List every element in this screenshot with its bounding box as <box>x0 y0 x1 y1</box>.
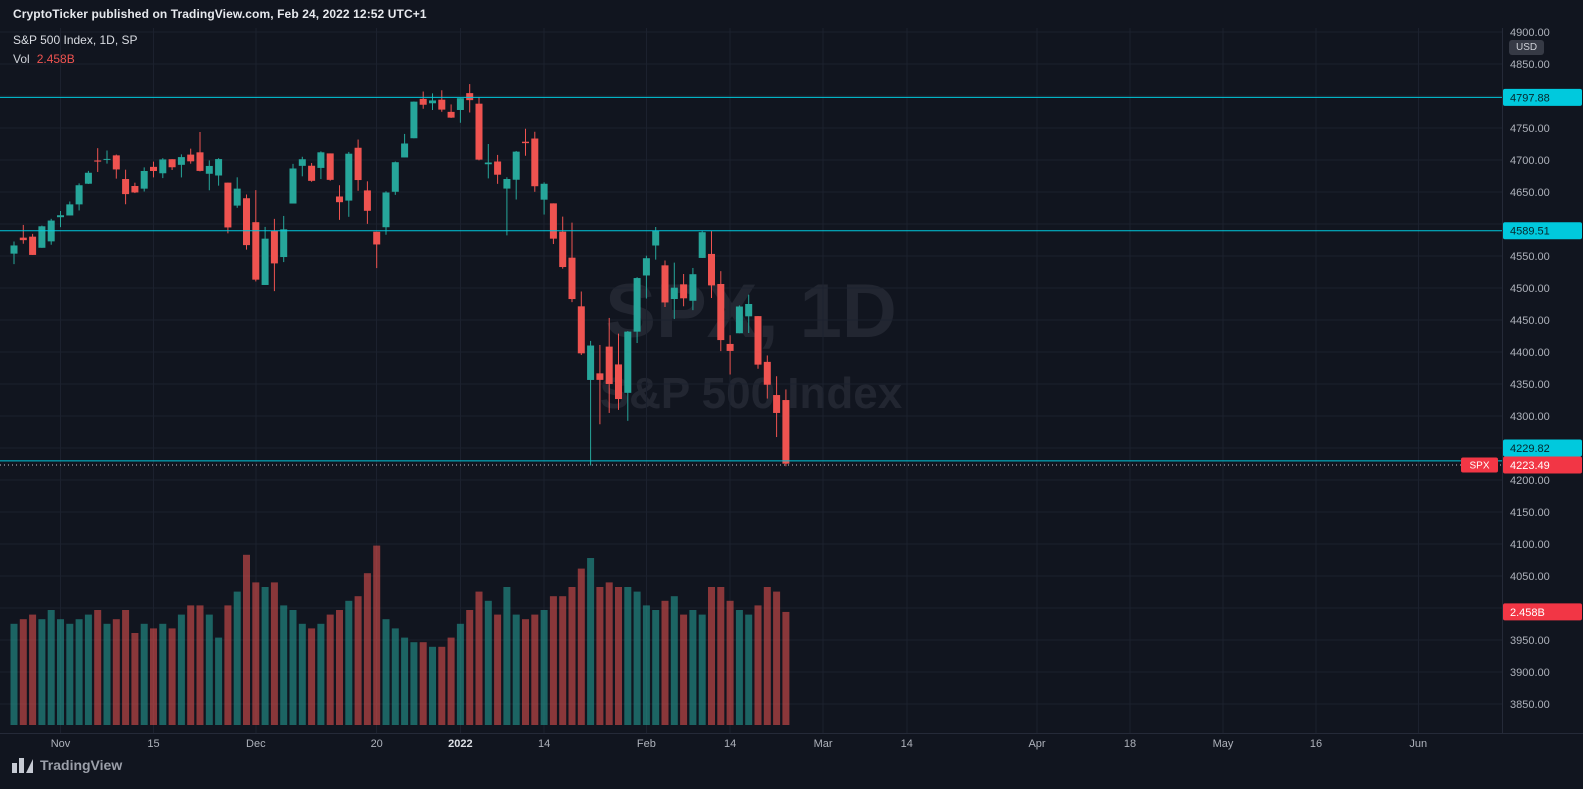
svg-text:4300.00: 4300.00 <box>1510 411 1550 423</box>
svg-text:16: 16 <box>1310 738 1322 750</box>
svg-text:Mar: Mar <box>814 738 833 750</box>
svg-text:4450.00: 4450.00 <box>1510 315 1550 327</box>
svg-text:2.458B: 2.458B <box>1510 607 1545 619</box>
level-price-label: 4229.82 <box>1503 439 1582 457</box>
level-price-label: 4589.51 <box>1503 222 1582 240</box>
svg-text:15: 15 <box>147 738 159 750</box>
svg-text:4900.00: 4900.00 <box>1510 27 1550 39</box>
svg-text:4589.51: 4589.51 <box>1510 226 1550 238</box>
svg-text:Apr: Apr <box>1028 738 1045 750</box>
svg-text:4400.00: 4400.00 <box>1510 347 1550 359</box>
attribution-bar: CryptoTicker published on TradingView.co… <box>0 0 1583 34</box>
svg-text:18: 18 <box>1124 738 1136 750</box>
volume-label: Vol <box>13 52 30 66</box>
tradingview-logo-icon[interactable] <box>12 757 33 773</box>
svg-text:4550.00: 4550.00 <box>1510 251 1550 263</box>
svg-text:14: 14 <box>538 738 550 750</box>
symbol-price-tag: SPX <box>1461 457 1498 473</box>
svg-text:3900.00: 3900.00 <box>1510 667 1550 679</box>
svg-text:4200.00: 4200.00 <box>1510 475 1550 487</box>
footer-bar: TradingView <box>12 757 122 773</box>
tradingview-brand[interactable]: TradingView <box>40 757 123 773</box>
volume-axis-label: 2.458B <box>1503 603 1582 621</box>
chart-legend: S&P 500 Index, 1D, SP Vol 2.458B <box>13 33 138 66</box>
candlesticks <box>10 84 790 467</box>
svg-text:Jun: Jun <box>1409 738 1427 750</box>
support-resistance-lines[interactable] <box>0 96 1502 462</box>
grid-lines <box>0 28 1502 733</box>
volume-bars <box>10 545 790 725</box>
time-axis[interactable]: Nov 15 Dec 20 2022 14 Feb 14 Mar 14 Apr 18 May 16 Jun <box>51 738 1427 750</box>
svg-text:4650.00: 4650.00 <box>1510 187 1550 199</box>
svg-text:14: 14 <box>901 738 913 750</box>
chart-watermark: SPX, 1D S&P 500 Index <box>0 268 1502 419</box>
svg-text:May: May <box>1213 738 1234 750</box>
svg-text:Feb: Feb <box>637 738 656 750</box>
level-price-label: 4797.88 <box>1503 88 1582 106</box>
currency-badge[interactable]: USD <box>1509 40 1545 55</box>
svg-text:14: 14 <box>724 738 736 750</box>
svg-text:4150.00: 4150.00 <box>1510 507 1550 519</box>
svg-text:Dec: Dec <box>246 738 266 750</box>
svg-text:3950.00: 3950.00 <box>1510 635 1550 647</box>
svg-text:3850.00: 3850.00 <box>1510 699 1550 711</box>
svg-text:4229.82: 4229.82 <box>1510 443 1550 455</box>
svg-text:Nov: Nov <box>51 738 71 750</box>
svg-text:SPX: SPX <box>1469 460 1489 471</box>
watermark-name: S&P 500 Index <box>599 369 903 418</box>
svg-text:4350.00: 4350.00 <box>1510 379 1550 391</box>
attribution-text: CryptoTicker published on TradingView.co… <box>13 7 427 21</box>
symbol-title[interactable]: S&P 500 Index, 1D, SP <box>13 33 138 47</box>
svg-text:4700.00: 4700.00 <box>1510 155 1550 167</box>
svg-text:20: 20 <box>371 738 383 750</box>
last-price-label: 4223.49 <box>1503 456 1582 474</box>
svg-text:4850.00: 4850.00 <box>1510 59 1550 71</box>
volume-value: 2.458B <box>36 52 75 66</box>
svg-text:4100.00: 4100.00 <box>1510 539 1550 551</box>
svg-text:4797.88: 4797.88 <box>1510 92 1550 104</box>
svg-text:4750.00: 4750.00 <box>1510 123 1550 135</box>
price-axis[interactable]: 4900.00 4850.00 4750.00 4700.00 4650.00 4550.… <box>1510 27 1550 711</box>
svg-text:4500.00: 4500.00 <box>1510 283 1550 295</box>
svg-text:4223.49: 4223.49 <box>1510 460 1550 472</box>
svg-text:4050.00: 4050.00 <box>1510 571 1550 583</box>
volume-row: Vol 2.458B <box>13 52 138 66</box>
svg-text:2022: 2022 <box>448 738 472 750</box>
